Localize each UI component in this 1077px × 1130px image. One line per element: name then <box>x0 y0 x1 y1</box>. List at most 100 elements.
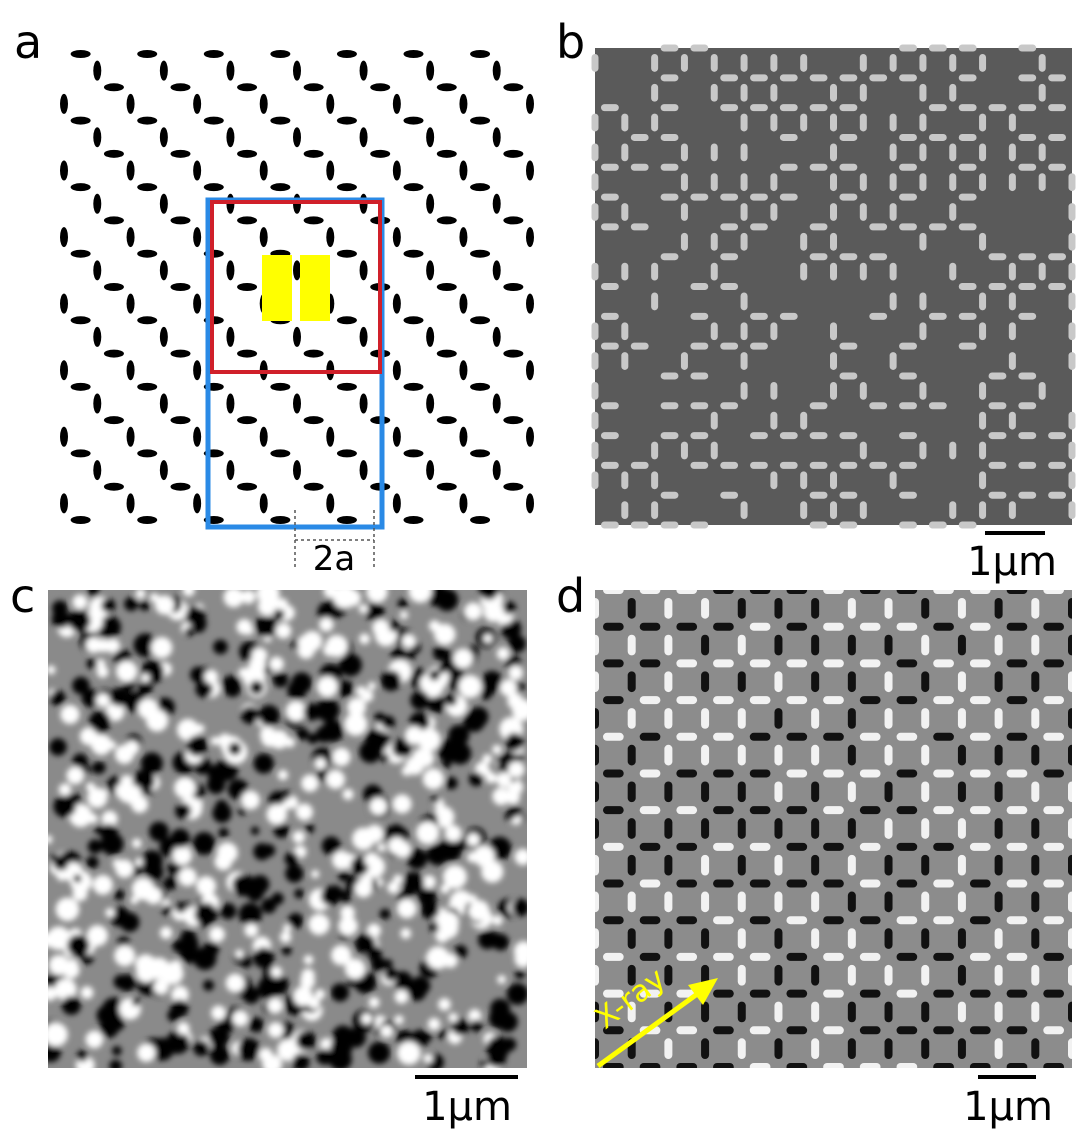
island <box>823 623 844 631</box>
island <box>750 880 771 888</box>
island <box>470 316 490 324</box>
island <box>958 745 966 766</box>
island <box>260 493 268 513</box>
island <box>285 864 303 882</box>
island <box>1031 1038 1039 1059</box>
island <box>270 183 290 191</box>
island <box>1031 671 1039 692</box>
island <box>711 322 718 340</box>
island <box>979 293 986 311</box>
island <box>470 383 490 391</box>
island <box>270 50 290 58</box>
island <box>1068 781 1076 802</box>
island <box>949 501 956 519</box>
island <box>750 659 771 667</box>
island <box>958 855 966 876</box>
island <box>393 493 401 513</box>
island <box>503 1038 517 1052</box>
island <box>933 659 954 667</box>
island <box>393 294 401 314</box>
island <box>118 974 135 991</box>
island <box>661 74 679 81</box>
island <box>333 585 357 609</box>
island <box>860 916 881 924</box>
island <box>434 624 455 645</box>
island <box>274 609 285 620</box>
island <box>811 671 819 692</box>
island <box>823 953 844 961</box>
island <box>226 460 234 480</box>
island <box>292 831 305 844</box>
island <box>750 916 771 924</box>
island <box>237 150 257 158</box>
island <box>921 928 929 949</box>
island <box>68 609 91 632</box>
island <box>232 1010 248 1026</box>
island <box>651 442 658 460</box>
island <box>860 501 867 519</box>
island <box>293 986 313 1006</box>
island <box>71 316 91 324</box>
island <box>848 1038 856 1059</box>
island <box>860 442 867 460</box>
island <box>468 707 488 727</box>
island <box>640 880 661 888</box>
island <box>93 127 101 147</box>
island <box>261 898 276 913</box>
island <box>897 1063 918 1071</box>
island <box>93 394 101 414</box>
island <box>970 1026 991 1034</box>
island <box>380 670 401 691</box>
island <box>101 598 115 612</box>
island <box>701 818 709 839</box>
island <box>780 164 798 171</box>
island <box>631 223 649 230</box>
island <box>1007 916 1028 924</box>
island <box>59 783 71 795</box>
island <box>711 84 718 102</box>
island <box>750 74 768 81</box>
yellow-block <box>262 255 292 321</box>
island <box>410 691 429 710</box>
island <box>67 862 79 874</box>
island <box>296 728 309 741</box>
island <box>830 114 837 132</box>
island <box>701 745 709 766</box>
island <box>848 892 856 913</box>
island <box>720 253 738 260</box>
island <box>989 104 1007 111</box>
island <box>88 814 98 824</box>
island <box>823 586 844 594</box>
island <box>427 843 449 865</box>
island <box>738 965 746 986</box>
island <box>628 781 636 802</box>
island <box>890 471 897 489</box>
island <box>840 522 858 529</box>
island <box>293 260 301 280</box>
island <box>979 382 986 400</box>
island <box>640 659 661 667</box>
island <box>989 462 1007 469</box>
island <box>479 580 499 600</box>
island <box>56 897 80 921</box>
island <box>1069 442 1076 460</box>
island <box>294 889 304 899</box>
island <box>54 795 77 818</box>
island <box>360 460 368 480</box>
island <box>260 161 268 181</box>
island <box>601 402 619 409</box>
island <box>337 50 357 58</box>
island <box>337 183 357 191</box>
island <box>591 598 599 619</box>
island <box>298 635 315 652</box>
island <box>1007 659 1028 667</box>
island <box>459 427 467 447</box>
island <box>1069 233 1076 251</box>
island <box>141 674 150 683</box>
island <box>651 84 658 102</box>
island <box>897 990 918 998</box>
island <box>326 227 334 247</box>
island <box>750 1026 771 1034</box>
island <box>132 878 154 900</box>
island <box>628 708 636 729</box>
